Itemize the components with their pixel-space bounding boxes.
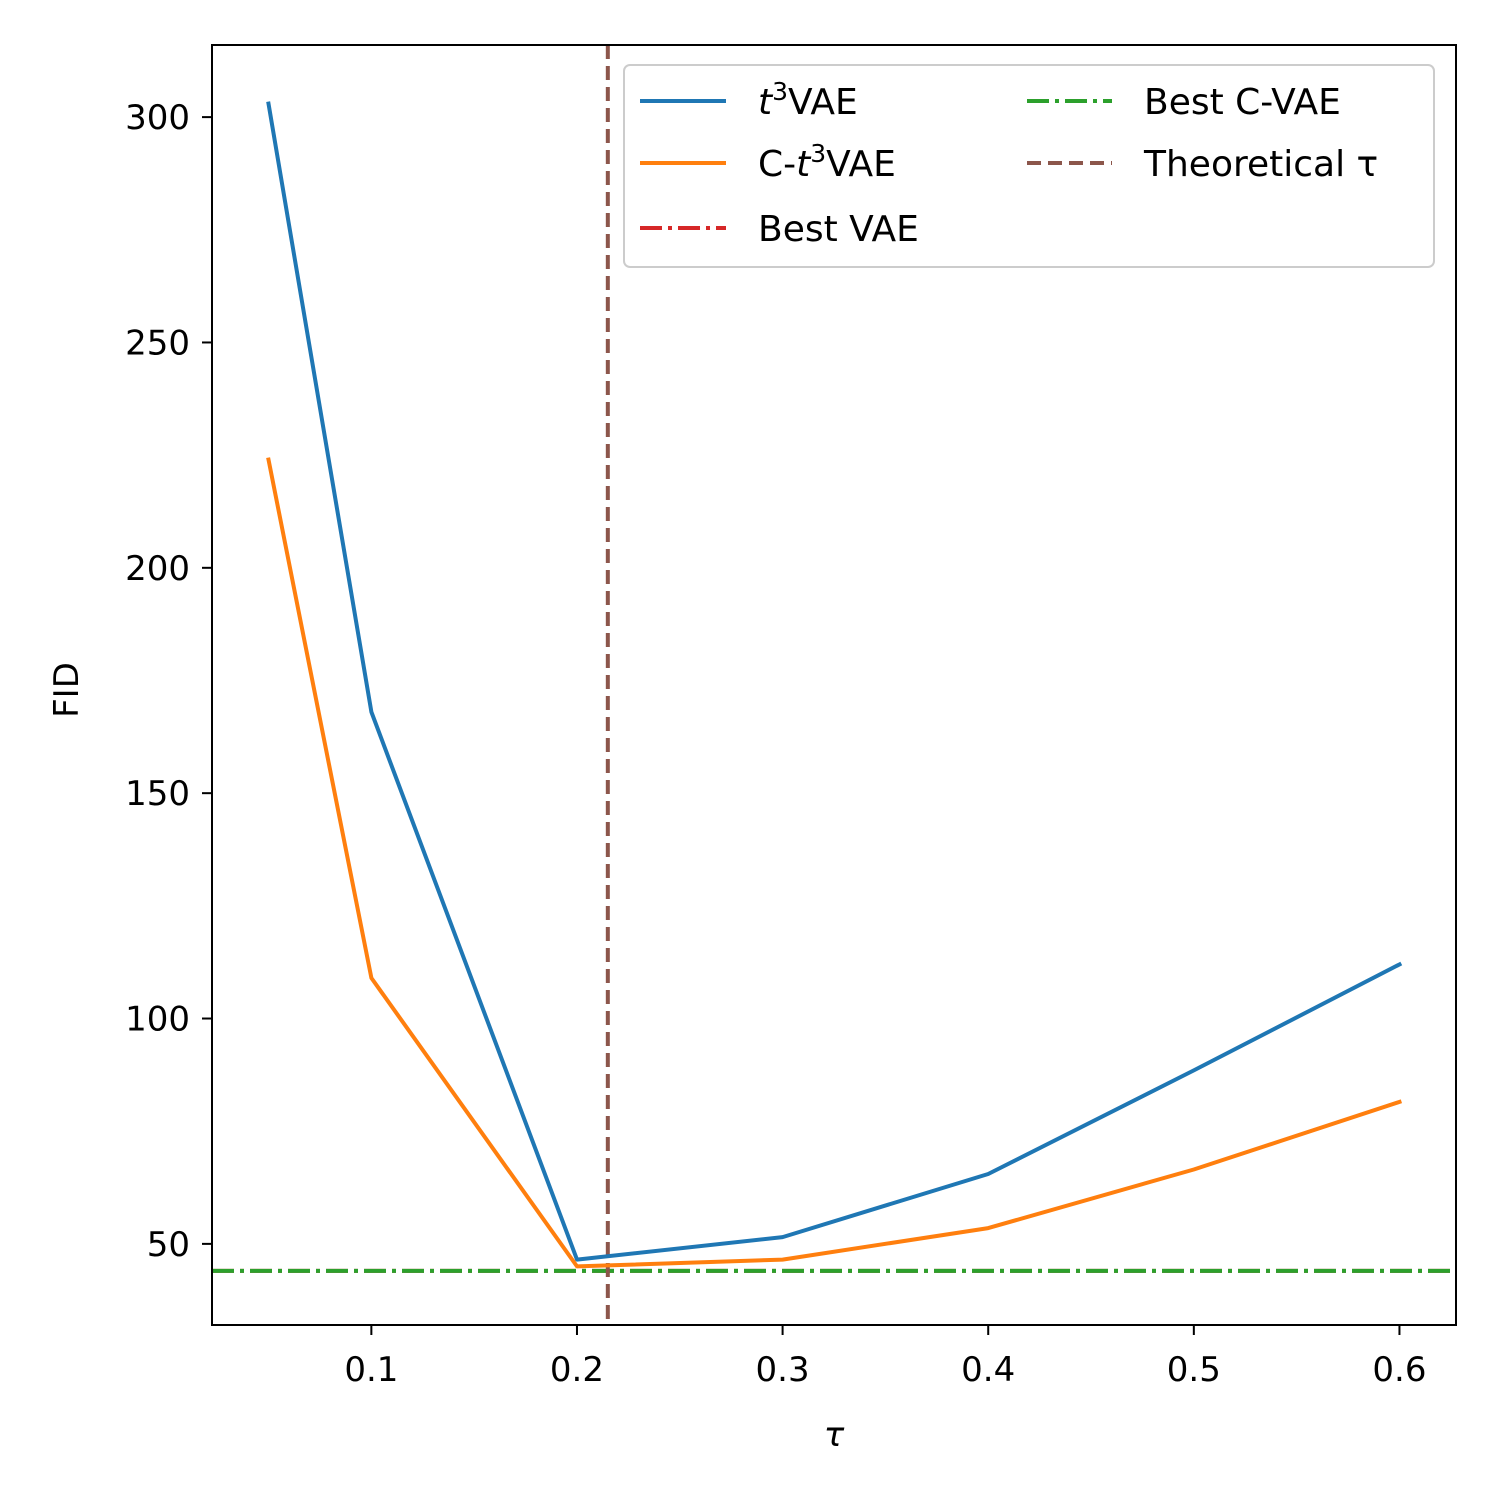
- legend: t3VAE C-t3VAE Best VAE Best C-VAE Theore…: [623, 64, 1435, 268]
- x-axis-label: τ: [824, 1415, 845, 1455]
- x-tick-label: 0.4: [961, 1350, 1015, 1390]
- series-line-c-t3vae: [266, 457, 1403, 1269]
- legend-label-best-vae: Best VAE: [758, 209, 919, 250]
- y-tick-label: 300: [125, 98, 190, 138]
- legend-label-c-t3vae: C-t3VAE: [758, 139, 896, 185]
- y-tick-label: 250: [125, 323, 190, 363]
- y-tick-label: 100: [125, 1000, 190, 1040]
- y-axis-ticks: 50 100 150 200 250 300: [125, 98, 212, 1265]
- legend-label-best-c-vae: Best C-VAE: [1144, 82, 1341, 123]
- y-tick-label: 200: [125, 549, 190, 589]
- x-tick-label: 0.2: [550, 1350, 604, 1390]
- x-tick-label: 0.3: [756, 1350, 810, 1390]
- y-tick-label: 50: [147, 1225, 190, 1265]
- legend-label-theoretical-tau: Theoretical τ: [1143, 144, 1378, 185]
- legend-frame: [623, 64, 1435, 268]
- y-tick-label: 150: [125, 774, 190, 814]
- y-axis-label: FID: [47, 662, 87, 718]
- plot-frame: [211, 44, 1457, 1326]
- legend-label-t3vae: t3VAE: [758, 77, 858, 123]
- plot-lines: [212, 45, 1456, 1325]
- x-tick-label: 0.6: [1372, 1350, 1426, 1390]
- x-axis-ticks: 0.1 0.2 0.3 0.4 0.5 0.6: [344, 1325, 1426, 1390]
- x-tick-label: 0.5: [1167, 1350, 1221, 1390]
- x-tick-label: 0.1: [344, 1350, 398, 1390]
- series-line-t3vae: [266, 101, 1403, 1262]
